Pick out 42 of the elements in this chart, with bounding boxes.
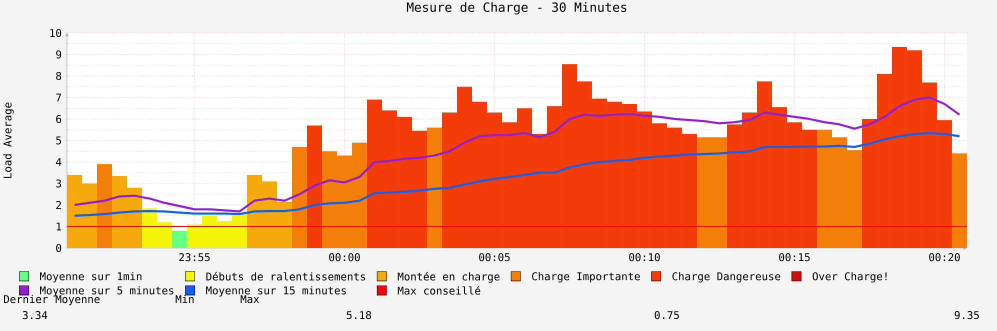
y-tick-label: 4 — [56, 158, 62, 166]
legend-label: Moyenne sur 1min — [40, 272, 142, 282]
text: 3.34 — [22, 311, 48, 320]
y-tick-label: 1 — [56, 222, 62, 230]
text: Dernier — [4, 294, 48, 304]
text: Min — [176, 294, 194, 303]
text: Moyenne — [56, 295, 100, 306]
legend-label: Moyenne sur 15 minutes — [206, 286, 346, 297]
bar — [307, 125, 322, 248]
legend-label: Moyenne sur 5 minutes — [40, 286, 174, 297]
y-tick-label: 0 — [56, 244, 62, 252]
y-tick-label: 10 — [50, 28, 62, 38]
legend-label: Charge Importante — [532, 272, 640, 282]
chart-title: Mesure de Charge - 30 Minutes — [406, 2, 626, 14]
bar — [427, 128, 442, 248]
y-tick-label: 5 — [56, 136, 61, 144]
text: 5.18 — [346, 311, 372, 320]
legend-label: Over Charge! — [812, 272, 886, 282]
y-tick-label: 6 — [56, 114, 62, 124]
y-tick-label: 9 — [56, 50, 62, 59]
y-tick-label: 8 — [56, 72, 62, 80]
legend-label: Max conseillé — [398, 286, 480, 295]
text: 9.35 — [954, 311, 979, 320]
x-tick-label: 00:00 — [329, 253, 360, 262]
x-tick-label: 00:10 — [629, 253, 660, 262]
bar — [292, 146, 308, 248]
bar — [172, 230, 188, 248]
y-tick-label: 3 — [56, 179, 62, 188]
y-tick-label: 2 — [56, 201, 61, 209]
legend-label: Montée en charge — [398, 272, 500, 283]
x-tick-label: 23:55 — [179, 253, 210, 262]
bar — [952, 153, 967, 248]
bar — [97, 164, 112, 248]
legend-label: Charge Dangereuse — [672, 272, 780, 282]
legend-label: Débuts de ralentissements — [206, 272, 366, 281]
y-tick-label: 7 — [56, 94, 62, 102]
text: 0.75 — [654, 311, 679, 320]
x-tick-label: 00:20 — [929, 253, 960, 262]
text: Max — [240, 295, 260, 304]
x-tick-label: 00:05 — [479, 253, 510, 262]
x-tick-label: 00:15 — [779, 253, 810, 262]
y-axis-title: Load Average — [3, 102, 14, 178]
